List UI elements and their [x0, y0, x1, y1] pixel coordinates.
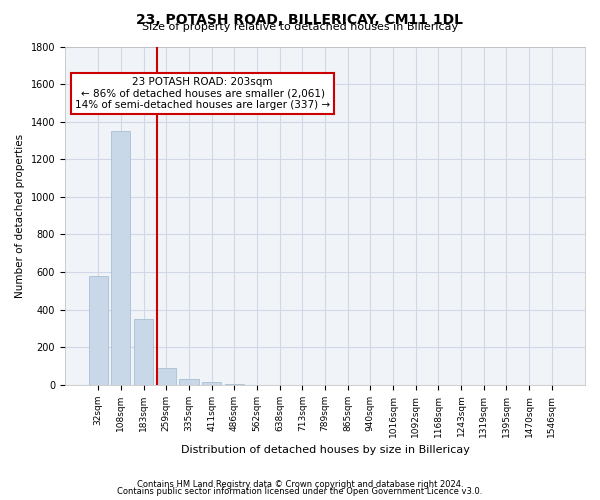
Bar [134, 319, 153, 385]
Text: Size of property relative to detached houses in Billericay: Size of property relative to detached ho… [142, 22, 458, 32]
Y-axis label: Number of detached properties: Number of detached properties [15, 134, 25, 298]
Bar [202, 382, 221, 385]
Bar [224, 384, 244, 385]
Text: 23 POTASH ROAD: 203sqm
← 86% of detached houses are smaller (2,061)
14% of semi-: 23 POTASH ROAD: 203sqm ← 86% of detached… [75, 77, 330, 110]
Text: Contains HM Land Registry data © Crown copyright and database right 2024.: Contains HM Land Registry data © Crown c… [137, 480, 463, 489]
Bar [179, 379, 199, 385]
Bar [157, 368, 176, 385]
Text: Contains public sector information licensed under the Open Government Licence v3: Contains public sector information licen… [118, 487, 482, 496]
Bar [89, 276, 108, 385]
Text: 23, POTASH ROAD, BILLERICAY, CM11 1DL: 23, POTASH ROAD, BILLERICAY, CM11 1DL [137, 12, 464, 26]
X-axis label: Distribution of detached houses by size in Billericay: Distribution of detached houses by size … [181, 445, 469, 455]
Bar [111, 131, 130, 385]
